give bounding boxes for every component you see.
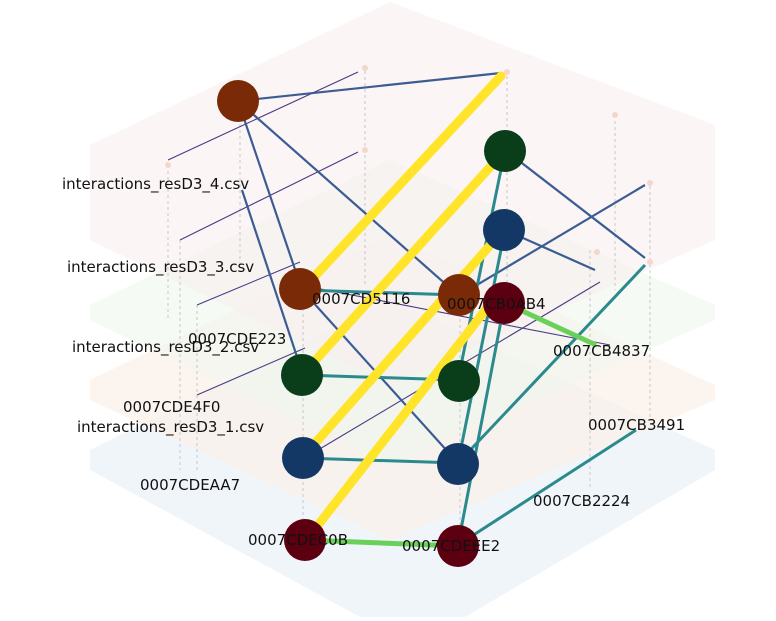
guide-marker (504, 69, 510, 75)
layer-planes (90, 2, 715, 617)
node-label: 0007CDE4F0 (123, 398, 220, 416)
node-cdeee2[interactable] (437, 525, 479, 567)
edge (456, 229, 507, 464)
edge (179, 151, 359, 241)
guide-marker (362, 147, 368, 153)
guide-marker (647, 180, 653, 186)
nodes (217, 80, 526, 567)
edge (303, 285, 506, 543)
edge (297, 228, 506, 463)
edge (297, 150, 506, 380)
node-label: 0007CDE223 (188, 330, 286, 348)
layer-label-3: interactions_resD3_3.csv (67, 258, 254, 277)
node-label: 0007CDEC0B (248, 531, 348, 549)
teal-edges (301, 149, 647, 547)
edge (236, 100, 304, 291)
node-label: 0007CB4837 (553, 342, 650, 360)
node-green-mid[interactable] (438, 360, 480, 402)
node-cd5116[interactable] (279, 268, 321, 310)
layer-label-2: interactions_resD3_2.csv (72, 338, 259, 357)
guide-markers (165, 65, 653, 265)
node-label: 0007CDEEE2 (402, 537, 500, 555)
layer-label-4: interactions_resD3_4.csv (62, 175, 249, 194)
guide-marker (612, 112, 618, 118)
node-green-top[interactable] (484, 130, 526, 172)
guide-marker (362, 65, 368, 71)
edge (240, 189, 305, 376)
layer-labels: interactions_resD3_4.csv interactions_re… (62, 175, 264, 437)
node-label: 0007CB0AB4 (447, 295, 546, 313)
vertical-guides (167, 65, 651, 545)
node-cde223[interactable] (281, 354, 323, 396)
node-label: 0007CDEAA7 (140, 476, 240, 494)
edge (301, 456, 459, 465)
edge (504, 149, 646, 259)
node-label: 0007CB2224 (533, 492, 630, 510)
layer-label-1: interactions_resD3_1.csv (77, 418, 264, 437)
edge (196, 347, 306, 396)
edge (297, 71, 506, 295)
edge (456, 263, 647, 465)
node-navy-low[interactable] (437, 443, 479, 485)
node-labels: 0007CD5116 0007CB0AB4 0007CDE223 0007CB4… (123, 290, 685, 555)
node-label: 0007CD5116 (312, 290, 410, 308)
node-cdec0b[interactable] (284, 519, 326, 561)
node-brown-top[interactable] (217, 80, 259, 122)
edge (304, 537, 459, 549)
edge (457, 428, 637, 547)
guide-marker (594, 249, 600, 255)
inter-layer-edges (297, 71, 506, 543)
guide-marker (647, 259, 653, 265)
edge (196, 261, 301, 306)
edge (237, 100, 459, 296)
node-label: 0007CB3491 (588, 416, 685, 434)
node-cdeaa7[interactable] (282, 437, 324, 479)
edge (167, 71, 359, 161)
node-cb0ab4-a[interactable] (438, 274, 480, 316)
edge (237, 71, 502, 103)
edge (456, 299, 507, 546)
node-navy-top[interactable] (483, 209, 525, 251)
intra-layer-edges (236, 71, 646, 464)
node-cb0ab4-b[interactable] (483, 282, 525, 324)
guide-marker (165, 162, 171, 168)
edge (459, 184, 646, 296)
